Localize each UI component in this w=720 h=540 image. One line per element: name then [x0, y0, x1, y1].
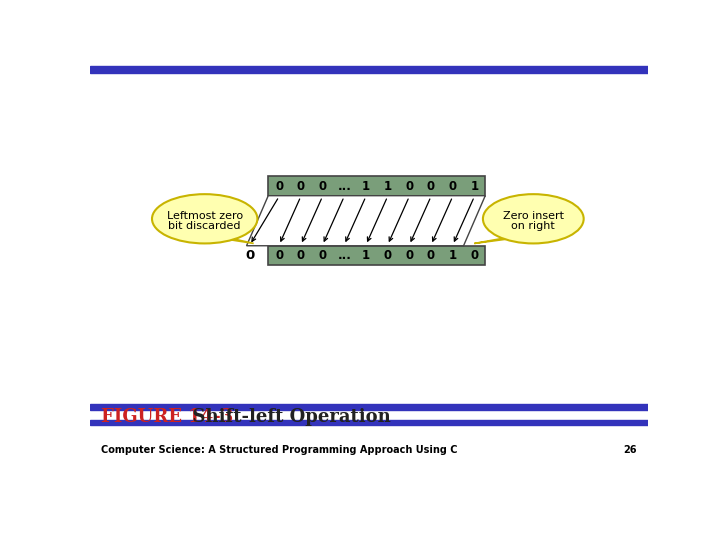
Text: 0: 0 — [449, 180, 456, 193]
Text: 1: 1 — [449, 249, 456, 262]
Text: FIGURE 14-3: FIGURE 14-3 — [101, 408, 233, 426]
Ellipse shape — [483, 194, 584, 244]
Text: 0: 0 — [297, 249, 305, 262]
Text: 0: 0 — [427, 180, 435, 193]
Text: 0: 0 — [405, 249, 413, 262]
Bar — [90, 404, 648, 410]
Text: 0: 0 — [318, 249, 327, 262]
Text: 1: 1 — [470, 180, 479, 193]
Text: Shift-left Operation: Shift-left Operation — [180, 408, 391, 426]
Text: 0: 0 — [297, 180, 305, 193]
Bar — [269, 177, 485, 195]
Text: 0: 0 — [275, 180, 283, 193]
Text: 1: 1 — [384, 180, 392, 193]
Polygon shape — [213, 237, 253, 244]
Text: 0: 0 — [427, 249, 435, 262]
Polygon shape — [474, 237, 522, 244]
Bar — [269, 246, 485, 265]
Text: 0: 0 — [318, 180, 327, 193]
Text: Zero insert: Zero insert — [503, 212, 564, 221]
Text: ...: ... — [337, 180, 351, 193]
Text: 1: 1 — [362, 180, 370, 193]
Text: ...: ... — [337, 249, 351, 262]
Text: 26: 26 — [624, 445, 637, 455]
Polygon shape — [246, 195, 485, 246]
Text: 1: 1 — [362, 249, 370, 262]
Ellipse shape — [152, 194, 258, 244]
Text: 0: 0 — [384, 249, 392, 262]
Text: Leftmost zero: Leftmost zero — [166, 212, 243, 221]
Text: 0: 0 — [470, 249, 479, 262]
Bar — [90, 420, 648, 425]
Text: 0: 0 — [405, 180, 413, 193]
Text: 0: 0 — [246, 249, 254, 262]
Text: 0: 0 — [275, 249, 283, 262]
Text: Computer Science: A Structured Programming Approach Using C: Computer Science: A Structured Programmi… — [101, 445, 457, 455]
Text: bit discarded: bit discarded — [168, 221, 241, 231]
Bar — [90, 66, 648, 72]
Text: on right: on right — [511, 221, 555, 231]
